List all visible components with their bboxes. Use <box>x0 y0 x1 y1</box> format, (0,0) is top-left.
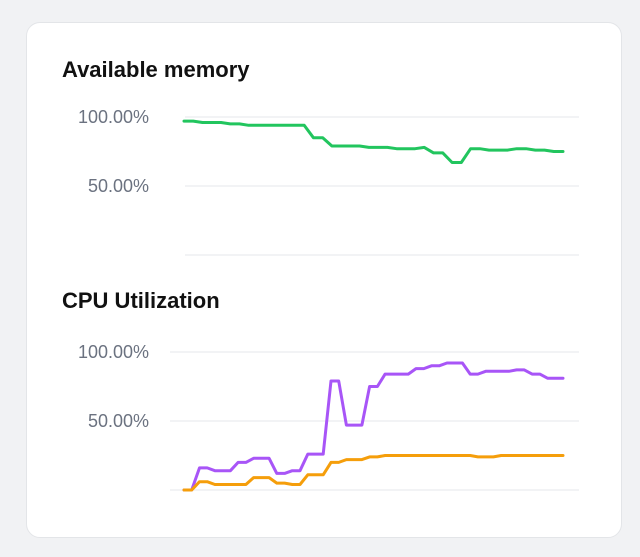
series-line-0 <box>182 119 565 164</box>
metrics-card: Available memory 100.00% 50.00% CPU Utili… <box>26 22 622 538</box>
y-tick-label: 50.00% <box>88 176 149 196</box>
y-tick-label: 100.00% <box>78 342 149 362</box>
memory-chart: 100.00% 50.00% <box>78 107 579 256</box>
cpu-chart: 100.00% 50.00% <box>78 342 579 492</box>
series-line-0 <box>182 361 565 492</box>
y-tick-label: 50.00% <box>88 411 149 431</box>
memory-chart-title: Available memory <box>62 57 250 82</box>
series-line-1 <box>182 454 565 492</box>
y-tick-label: 100.00% <box>78 107 149 127</box>
cpu-chart-title: CPU Utilization <box>62 288 220 313</box>
